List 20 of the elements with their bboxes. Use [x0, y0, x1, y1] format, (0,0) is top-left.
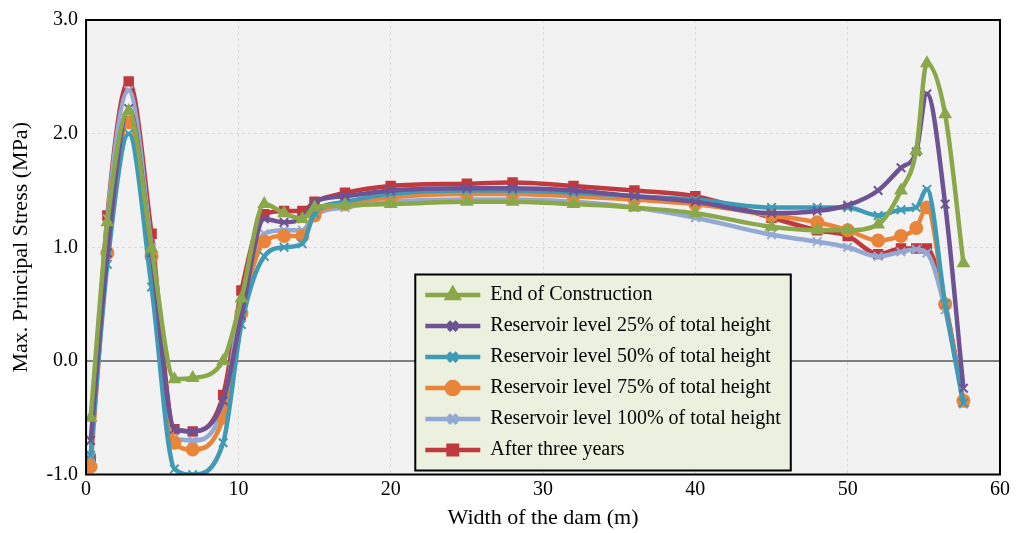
legend-label: End of Construction	[490, 282, 653, 305]
y-tick-label: -1.0	[46, 461, 79, 484]
legend-label: Reservoir level 25% of total height	[490, 313, 772, 337]
x-axis-title: Width of the dam (m)	[447, 503, 639, 529]
x-tick-label: 40	[685, 476, 706, 499]
x-tick-label: 30	[533, 476, 554, 499]
x-tick-label: 10	[228, 476, 249, 499]
x-tick-label: 60	[990, 476, 1010, 499]
legend-label: Reservoir level 50% of total height	[490, 344, 772, 368]
legend-label: Reservoir level 100% of total height	[490, 406, 782, 430]
legend-label: Reservoir level 75% of total height	[490, 375, 772, 399]
y-tick-label: 0.0	[53, 348, 79, 371]
x-tick-label: 20	[380, 476, 401, 499]
y-axis-title: Max. Principal Stress (MPa)	[6, 122, 32, 373]
y-tick-label: 2.0	[53, 120, 79, 143]
legend-label: After three years	[490, 437, 625, 461]
y-tick-label: 3.0	[53, 7, 79, 30]
x-tick-label: 50	[837, 476, 858, 499]
y-tick-label: 1.0	[53, 234, 79, 257]
x-tick-label: 0	[81, 476, 92, 499]
